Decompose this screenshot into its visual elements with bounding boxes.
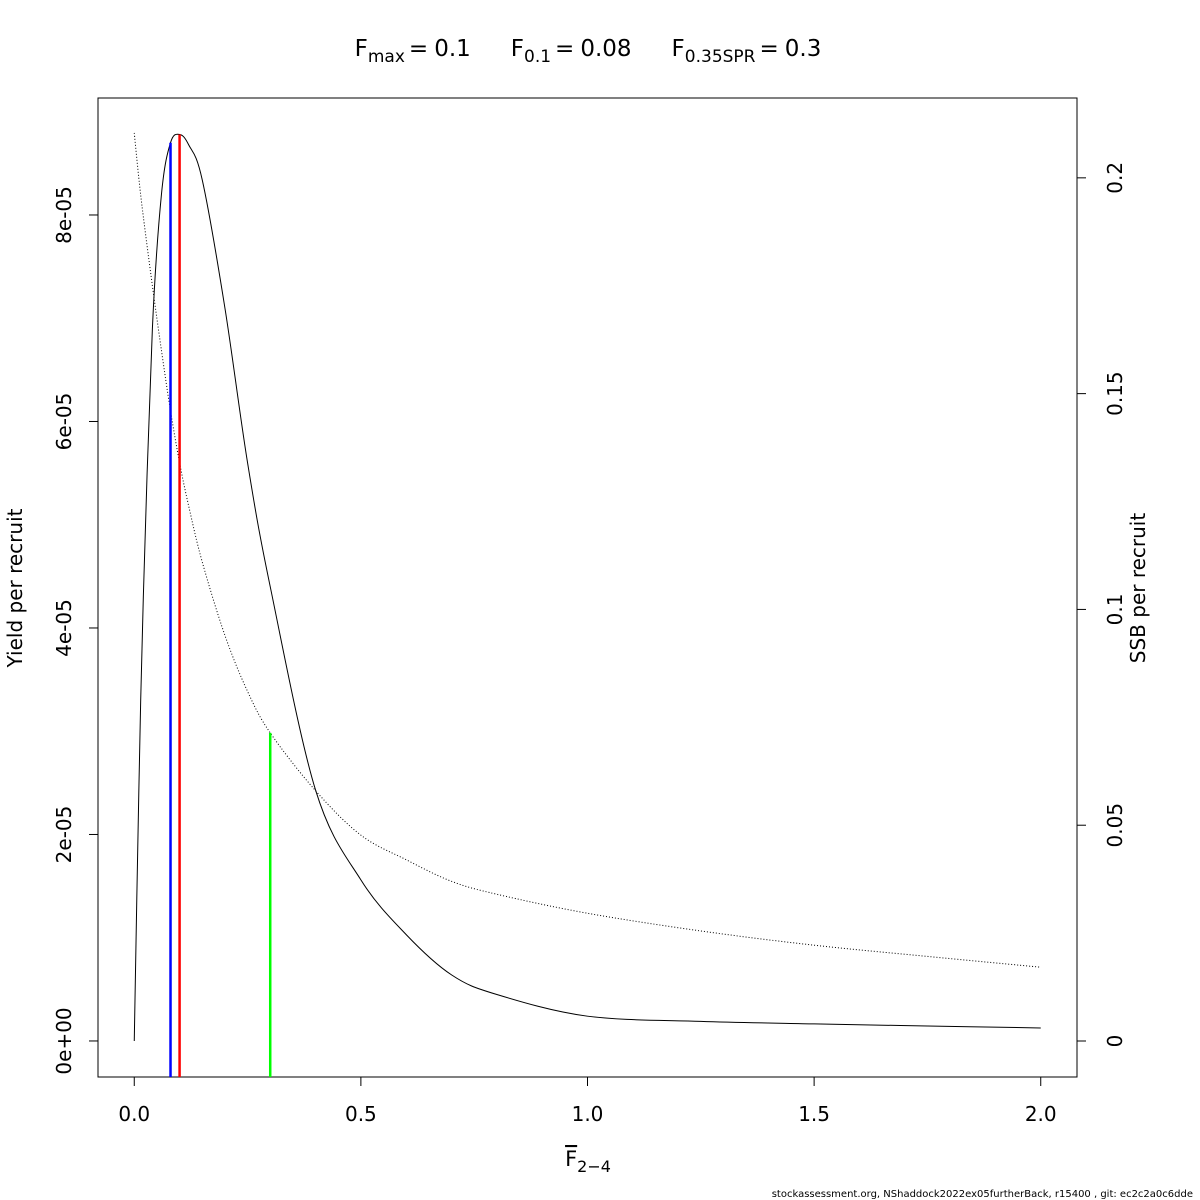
title-value: 0.1: [434, 36, 471, 62]
x-label-subscript: 2−4: [577, 1157, 611, 1176]
title-subscript: max: [368, 47, 405, 67]
title-symbol: F: [672, 36, 685, 62]
title-symbol: F: [355, 36, 368, 62]
x-tick-label: 0.5: [345, 1102, 377, 1126]
y2-tick-label: 0.1: [1103, 594, 1127, 626]
y-tick-label: 2e-05: [52, 806, 76, 864]
x-tick-label: 2.0: [1025, 1102, 1057, 1126]
y-tick-label: 8e-05: [52, 186, 76, 244]
title-separator: =: [760, 36, 779, 62]
title-separator: =: [555, 36, 574, 62]
title-subscript: 0.35SPR: [685, 47, 756, 67]
title-separator: =: [409, 36, 428, 62]
y2-tick-label: 0.05: [1103, 803, 1127, 848]
x-label-symbol: F: [565, 1147, 577, 1171]
x-tick-label: 1.5: [798, 1102, 830, 1126]
y-tick-label: 0e+00: [52, 1007, 76, 1074]
plot-frame: [97, 97, 1078, 1078]
x-axis-label: F2−4: [565, 1147, 611, 1176]
y-axis-label: Yield per recruit: [3, 508, 27, 668]
title-subscript: 0.1: [524, 47, 551, 67]
chart-title: Fmax = 0.1 F0.1 = 0.08 F0.35SPR = 0.3: [355, 36, 822, 67]
y2-tick-label: 0.2: [1103, 162, 1127, 194]
y-tick-label: 4e-05: [52, 599, 76, 657]
y2-axis-label: SSB per recruit: [1126, 513, 1150, 664]
title-value: 0.08: [580, 36, 631, 62]
y-tick-label: 6e-05: [52, 393, 76, 451]
title-value: 0.3: [785, 36, 822, 62]
title-symbol: F: [511, 36, 524, 62]
series-line: [133, 133, 1041, 1041]
y2-tick-label: 0.15: [1103, 371, 1127, 416]
y2-tick-label: 0: [1103, 1035, 1127, 1048]
footer: stockassessment.org, NShaddock2022ex05fu…: [772, 1189, 1193, 1200]
x-tick-label: 1.0: [572, 1102, 604, 1126]
x-tick-label: 0.0: [118, 1102, 150, 1126]
